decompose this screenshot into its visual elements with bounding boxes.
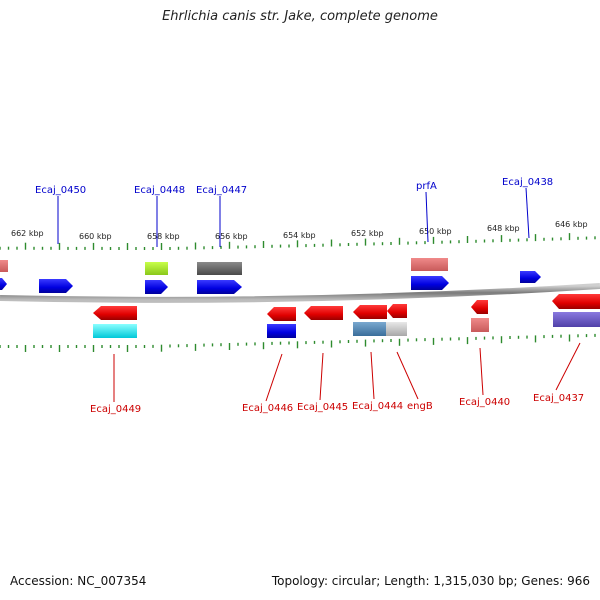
accession-label: Accession: NC_007354 [10,574,147,588]
genome-stats: Topology: circular; Length: 1,315,030 bp… [271,574,590,588]
feature-box[interactable] [0,260,8,272]
leader-line [370,351,375,400]
gene-label[interactable]: Ecaj_0445 [297,402,348,413]
gene-arrow[interactable] [197,280,242,294]
kbp-label: 658 kbp [147,232,180,241]
gene-arrow[interactable] [353,305,387,319]
gene-label[interactable]: Ecaj_0446 [242,403,293,414]
kbp-label: 654 kbp [283,231,316,240]
gene-label[interactable]: Ecaj_0449 [90,404,141,415]
gene-arrow[interactable] [304,306,343,320]
gene-label[interactable]: Ecaj_0450 [35,185,86,196]
bottom-gene-labels: Ecaj_0449 Ecaj_0446 Ecaj_0445 Ecaj_0444 … [90,342,584,415]
gene-arrow[interactable] [93,306,137,320]
gene-label[interactable]: prfA [416,181,437,192]
kbp-label: 646 kbp [555,220,588,229]
top-tick-track [0,233,596,250]
gene-arrow[interactable] [520,271,541,283]
kbp-label: 660 kbp [79,232,112,241]
kbp-label: 662 kbp [11,229,44,238]
gene-arrow[interactable] [411,276,449,290]
gene-arrow[interactable] [387,304,407,318]
gene-arrow[interactable] [39,279,73,293]
feature-box[interactable] [267,324,296,338]
kbp-scale: 662 kbp 660 kbp 658 kbp 656 kbp 654 kbp … [11,220,588,241]
feature-box[interactable] [553,312,600,327]
gene-arrow[interactable] [471,300,488,314]
gene-label[interactable]: engB [407,401,433,412]
leader-line [555,342,581,391]
gene-arrow[interactable] [0,278,7,290]
gene-label[interactable]: Ecaj_0438 [502,177,553,188]
genome-backbone [0,283,600,303]
top-gene-labels: Ecaj_0450 Ecaj_0448 Ecaj_0447 prfA Ecaj_… [35,177,553,247]
kbp-label: 650 kbp [419,227,452,236]
bottom-tick-track [0,333,596,352]
gene-label[interactable]: Ecaj_0437 [533,393,584,404]
gene-label[interactable]: Ecaj_0440 [459,397,510,408]
feature-box[interactable] [93,324,137,338]
feature-box[interactable] [471,318,489,332]
gene-label[interactable]: Ecaj_0448 [134,185,185,196]
feature-box[interactable] [197,262,242,275]
kbp-label: 648 kbp [487,224,520,233]
feature-box[interactable] [145,262,168,275]
feature-box[interactable] [386,322,407,336]
leader-line [396,351,419,400]
top-feature-track [0,258,448,275]
gene-arrow[interactable] [267,307,296,321]
leader-line [265,353,283,402]
gene-label[interactable]: Ecaj_0444 [352,401,403,412]
kbp-label: 652 kbp [351,229,384,238]
gene-arrow[interactable] [552,294,600,309]
forward-strand-genes [0,271,541,294]
leader-line [319,352,324,401]
leader-line [479,347,484,396]
gene-label[interactable]: Ecaj_0447 [196,185,247,196]
kbp-label: 656 kbp [215,232,248,241]
reverse-strand-genes [93,294,600,321]
leader-line [525,187,530,239]
feature-box[interactable] [353,322,386,336]
map-title: Ehrlichia canis str. Jake, complete geno… [162,9,438,24]
gene-arrow[interactable] [145,280,168,294]
bottom-feature-track [93,312,600,338]
feature-box[interactable] [411,258,448,271]
leader-line [425,191,429,243]
